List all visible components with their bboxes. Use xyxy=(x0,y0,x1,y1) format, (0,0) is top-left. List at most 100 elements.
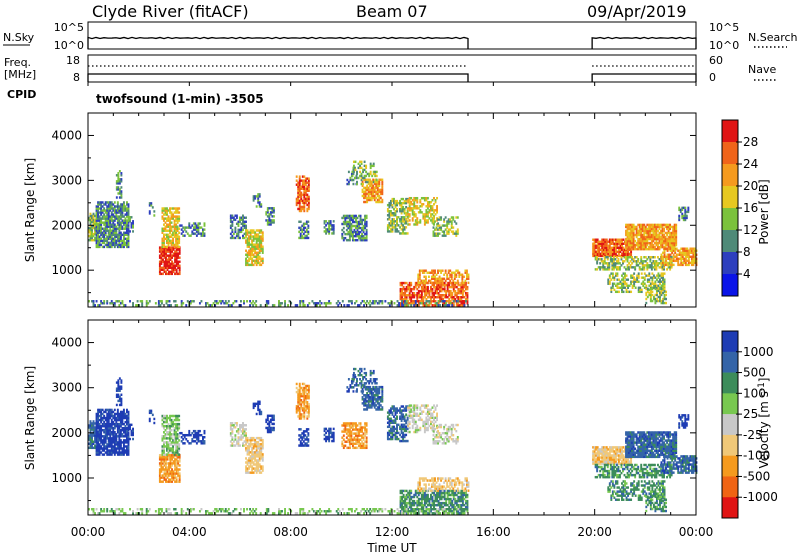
power-cell xyxy=(367,188,370,192)
power-cell xyxy=(414,293,417,297)
power-cell xyxy=(350,234,353,238)
power-cell xyxy=(252,247,255,250)
power-cell xyxy=(160,272,163,276)
power-cell xyxy=(227,300,230,303)
power-cell xyxy=(242,236,244,240)
power-cell xyxy=(185,226,188,229)
station-title: Clyde River (fitACF) xyxy=(92,2,249,21)
power-cell xyxy=(452,289,455,293)
power-cell xyxy=(110,219,113,222)
power-cell xyxy=(403,216,406,219)
power-cell xyxy=(112,219,115,222)
power-cell xyxy=(428,289,431,293)
power-cell xyxy=(391,218,394,221)
power-cell xyxy=(94,236,96,240)
power-cell xyxy=(425,291,428,295)
power-cell xyxy=(98,225,101,228)
power-cell xyxy=(325,230,328,233)
power-cell xyxy=(349,176,352,180)
power-cell xyxy=(168,256,170,259)
power-cell xyxy=(231,224,234,228)
power-cell xyxy=(168,272,170,276)
power-cell xyxy=(388,216,391,219)
power-cell xyxy=(616,272,619,275)
power-cell xyxy=(109,219,112,222)
power-cell xyxy=(175,256,178,259)
power-cell xyxy=(443,224,446,227)
power-cell xyxy=(439,304,442,307)
power-cell xyxy=(169,217,171,220)
power-cell xyxy=(92,238,95,242)
power-cell xyxy=(260,237,263,240)
power-cell xyxy=(248,253,251,256)
power-cell xyxy=(261,233,264,236)
power-cell xyxy=(112,213,115,216)
power-cell xyxy=(127,205,130,208)
power-cell xyxy=(101,217,104,220)
power-cell xyxy=(126,233,128,236)
power-cell xyxy=(345,224,348,228)
power-cell xyxy=(400,216,403,219)
power-cell xyxy=(162,241,165,245)
power-cell xyxy=(122,223,125,226)
power-cell xyxy=(89,228,92,232)
power-cell xyxy=(446,222,449,225)
power-cell xyxy=(404,289,407,293)
power-cell xyxy=(411,302,414,305)
power-cell xyxy=(160,254,163,257)
power-cell xyxy=(166,262,169,265)
power-cell xyxy=(287,304,290,307)
power-cell xyxy=(358,230,360,234)
power-cell xyxy=(433,293,435,297)
power-cell xyxy=(360,160,363,164)
power-cell xyxy=(234,218,237,221)
power-cell xyxy=(117,192,120,195)
power-cell xyxy=(391,203,394,207)
power-cell xyxy=(425,213,428,216)
power-cell xyxy=(437,224,440,227)
power-cell xyxy=(347,222,350,226)
power-cell xyxy=(423,213,426,216)
power-cell xyxy=(252,253,255,256)
power-cell xyxy=(118,217,121,220)
power-cell xyxy=(122,209,125,212)
power-cell xyxy=(369,184,372,188)
power-cell xyxy=(363,178,366,181)
power-cell xyxy=(107,245,110,249)
power-cell xyxy=(651,287,654,291)
power-cell xyxy=(389,214,392,217)
power-cell xyxy=(361,184,364,188)
power-cell xyxy=(258,261,261,265)
power-cell xyxy=(393,201,395,205)
power-cell xyxy=(350,232,353,236)
power-cell xyxy=(167,215,170,218)
power-cell xyxy=(97,223,100,226)
power-cell xyxy=(381,300,384,303)
power-cell xyxy=(684,206,687,210)
power-cell xyxy=(100,231,103,234)
power-cell xyxy=(420,300,423,303)
power-cell xyxy=(151,206,154,209)
power-cell xyxy=(307,236,310,240)
power-cell xyxy=(417,293,420,297)
power-cell xyxy=(104,217,107,220)
power-cell xyxy=(407,215,410,218)
power-cell xyxy=(169,262,172,265)
power-cell xyxy=(269,223,272,226)
power-cell xyxy=(116,237,119,241)
power-cell xyxy=(255,251,258,254)
power-cell xyxy=(124,227,127,230)
power-cell xyxy=(119,245,122,249)
power-cell xyxy=(248,249,251,252)
power-cell xyxy=(109,241,112,245)
power-cell xyxy=(231,230,234,234)
power-cell xyxy=(447,228,450,231)
power-cell xyxy=(408,205,411,208)
power-cell xyxy=(403,222,406,225)
power-cell xyxy=(119,209,122,212)
power-cell xyxy=(168,250,170,253)
y-tick-label: 4000 xyxy=(51,128,82,142)
power-cell xyxy=(94,228,96,232)
power-cell xyxy=(113,237,116,241)
power-cell xyxy=(305,228,308,232)
